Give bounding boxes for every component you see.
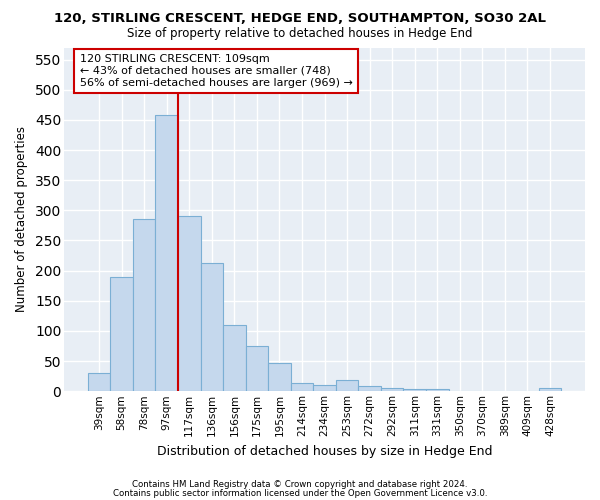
Bar — [268, 363, 291, 392]
Bar — [336, 380, 358, 392]
Bar — [426, 390, 449, 392]
Y-axis label: Number of detached properties: Number of detached properties — [15, 126, 28, 312]
Bar — [471, 390, 494, 392]
Bar — [313, 385, 336, 392]
Bar — [200, 263, 223, 392]
Bar — [133, 220, 155, 392]
Text: 120, STIRLING CRESCENT, HEDGE END, SOUTHAMPTON, SO30 2AL: 120, STIRLING CRESCENT, HEDGE END, SOUTH… — [54, 12, 546, 26]
Text: Contains HM Land Registry data © Crown copyright and database right 2024.: Contains HM Land Registry data © Crown c… — [132, 480, 468, 489]
X-axis label: Distribution of detached houses by size in Hedge End: Distribution of detached houses by size … — [157, 444, 492, 458]
Bar — [88, 373, 110, 392]
Text: Size of property relative to detached houses in Hedge End: Size of property relative to detached ho… — [127, 28, 473, 40]
Bar — [178, 216, 200, 392]
Text: 120 STIRLING CRESCENT: 109sqm
← 43% of detached houses are smaller (748)
56% of : 120 STIRLING CRESCENT: 109sqm ← 43% of d… — [80, 54, 353, 88]
Bar — [291, 384, 313, 392]
Text: Contains public sector information licensed under the Open Government Licence v3: Contains public sector information licen… — [113, 488, 487, 498]
Bar — [155, 115, 178, 392]
Bar — [358, 386, 381, 392]
Bar — [449, 390, 471, 392]
Bar — [110, 276, 133, 392]
Bar — [403, 389, 426, 392]
Bar — [223, 325, 245, 392]
Bar — [539, 388, 562, 392]
Bar — [381, 388, 403, 392]
Bar — [245, 346, 268, 392]
